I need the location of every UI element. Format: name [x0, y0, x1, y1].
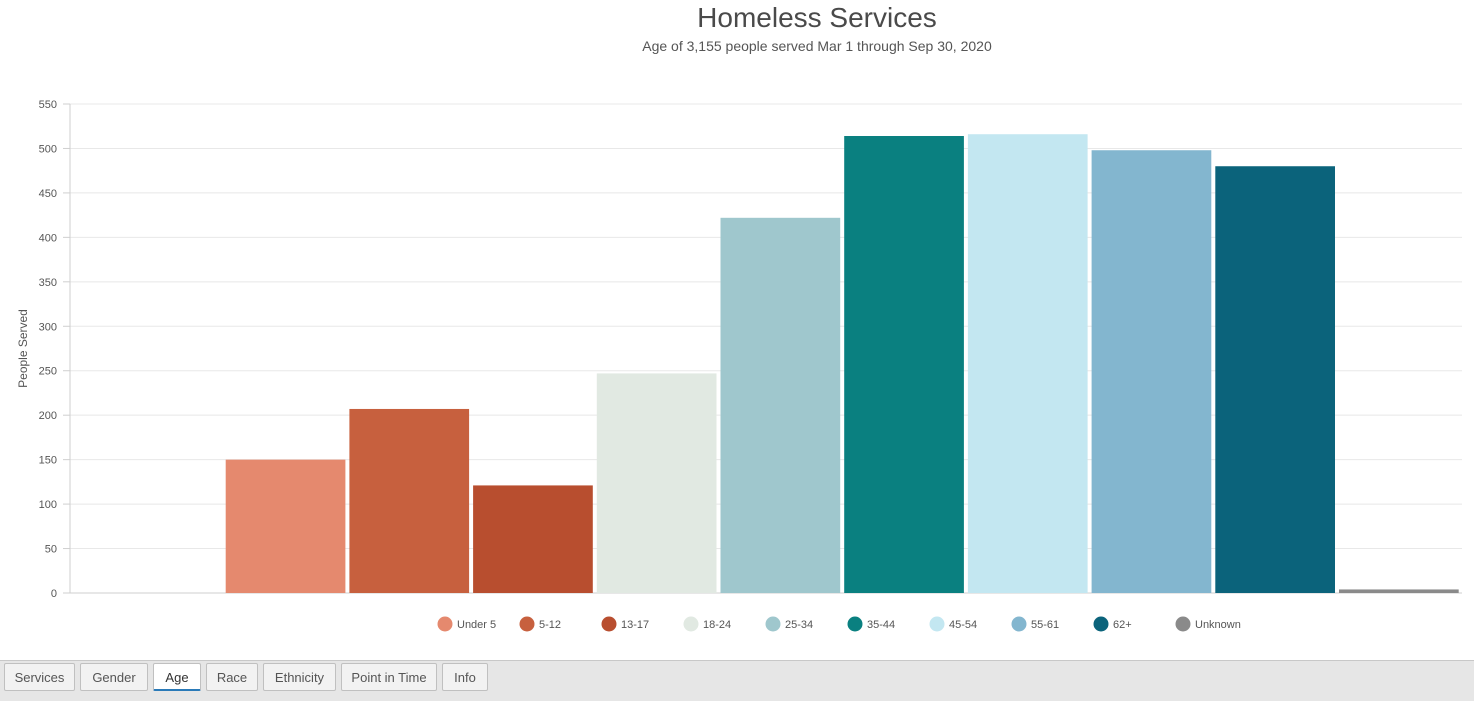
tab-point-in-time[interactable]: Point in Time — [341, 663, 437, 691]
y-tick-label: 50 — [45, 544, 57, 556]
legend-swatch — [601, 616, 617, 632]
bar-unknown — [1339, 589, 1459, 593]
tab-race[interactable]: Race — [206, 663, 258, 691]
bar-25-34 — [720, 217, 841, 593]
legend-swatch — [683, 616, 699, 632]
legend-label: 13-17 — [621, 619, 649, 631]
legend-label: 35-44 — [867, 619, 895, 631]
y-tick-label: 0 — [51, 588, 57, 600]
legend-label: 18-24 — [703, 619, 731, 631]
legend-swatch — [1011, 616, 1027, 632]
tab-info[interactable]: Info — [442, 663, 488, 691]
bar-55-61 — [1091, 150, 1212, 593]
legend-label: Under 5 — [457, 619, 496, 631]
legend-label: 5-12 — [539, 619, 561, 631]
bar-62- — [1215, 166, 1335, 593]
chart-subtitle: Age of 3,155 people served Mar 1 through… — [642, 38, 992, 54]
y-tick-label: 450 — [39, 188, 57, 200]
tab-bar: Services Gender Age Race Ethnicity Point… — [0, 660, 1474, 701]
legend-swatch — [1093, 616, 1109, 632]
tab-services[interactable]: Services — [4, 663, 75, 691]
y-tick-label: 400 — [39, 232, 57, 244]
legend-label: 25-34 — [785, 619, 813, 631]
legend-label: 55-61 — [1031, 619, 1059, 631]
legend-swatch — [1175, 616, 1191, 632]
y-axis-label: People Served — [16, 309, 30, 388]
y-tick-label: 550 — [39, 99, 57, 111]
tab-age[interactable]: Age — [153, 663, 201, 691]
legend-swatch — [929, 616, 945, 632]
chart-title: Homeless Services — [697, 2, 937, 33]
legend-swatch — [847, 616, 863, 632]
bar-chart: 0 50 100 150 200 250 300 350 400 450 500 550 People … — [16, 99, 1462, 632]
legend-swatch — [765, 616, 781, 632]
y-tick-label: 500 — [39, 143, 57, 155]
tab-gender[interactable]: Gender — [80, 663, 148, 691]
bar-45-54 — [967, 134, 1088, 593]
y-tick-label: 200 — [39, 410, 57, 422]
y-tick-label: 300 — [39, 321, 57, 333]
bar-under-5 — [225, 459, 346, 593]
tab-ethnicity[interactable]: Ethnicity — [263, 663, 336, 691]
y-tick-label: 250 — [39, 366, 57, 378]
y-tick-label: 350 — [39, 277, 57, 289]
legend-label: 45-54 — [949, 619, 977, 631]
y-tick-label: 150 — [39, 455, 57, 467]
legend-swatch — [519, 616, 535, 632]
bar-13-17 — [473, 485, 593, 593]
y-tick-label: 100 — [39, 499, 57, 511]
legend-label: 62+ — [1113, 619, 1132, 631]
bar-5-12 — [349, 408, 470, 593]
legend-label: Unknown — [1195, 619, 1241, 631]
bar-35-44 — [844, 136, 964, 593]
legend-swatch — [437, 616, 453, 632]
bar-18-24 — [596, 373, 717, 593]
